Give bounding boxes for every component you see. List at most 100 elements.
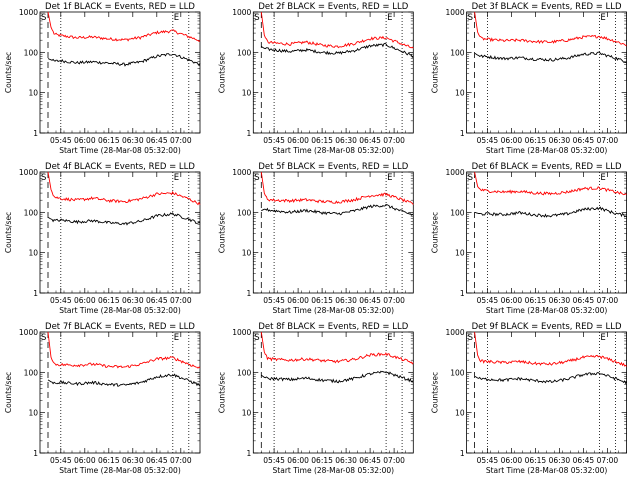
y-axis-label: Counts/sec <box>431 212 440 253</box>
end-marker: E <box>174 173 179 183</box>
detector-panel: Det 9f BLACK = Events, RED = LLD 1 10 100 10… <box>431 322 628 475</box>
x-tick-label: 06:00 <box>287 296 309 305</box>
x-tick-label: 06:45 <box>573 296 595 305</box>
x-tick-label: 06:30 <box>549 136 571 145</box>
y-tick-label: 1000 <box>446 168 465 177</box>
lld-series-line <box>474 171 627 196</box>
lld-series-line <box>260 171 414 205</box>
x-tick-label: 06:00 <box>287 136 309 145</box>
panel-title: Det 9f BLACK = Events, RED = LLD <box>472 322 622 332</box>
y-tick-label: 10 <box>28 249 38 258</box>
x-tick-label: 06:45 <box>573 456 595 465</box>
x-tick-label: 05:45 <box>477 456 499 465</box>
x-tick-label: 05:45 <box>50 296 72 305</box>
start-marker: S <box>468 333 473 343</box>
y-axis-label: Counts/sec <box>4 212 13 253</box>
y-axis-label: Counts/sec <box>431 372 440 413</box>
y-tick-label: 1 <box>247 289 252 298</box>
x-tick-label: 06:00 <box>74 296 96 305</box>
x-tick-label: 05:45 <box>477 136 499 145</box>
lld-series-line <box>47 171 201 206</box>
x-tick-label: 06:15 <box>98 456 120 465</box>
x-tick-label: 06:45 <box>359 136 381 145</box>
end-marker: E <box>600 13 605 23</box>
y-axis-label: Counts/sec <box>217 52 226 93</box>
start-marker: S <box>468 173 473 183</box>
plot-frame <box>39 171 201 294</box>
x-tick-label: 05:45 <box>50 136 72 145</box>
x-axis-label: Start Time (28-Mar-08 05:32:00) <box>486 466 608 475</box>
x-tick-label: 06:15 <box>525 296 547 305</box>
events-series-line <box>261 370 414 384</box>
x-tick-label: 06:30 <box>122 296 144 305</box>
end-marker: E <box>174 333 179 343</box>
x-tick-label: 06:00 <box>74 456 96 465</box>
events-series-line <box>47 53 201 67</box>
panel-title: Det 8f BLACK = Events, RED = LLD <box>258 322 408 332</box>
y-tick-label: 1 <box>33 289 38 298</box>
x-tick-label: 07:00 <box>597 296 619 305</box>
detector-panel: Det 1f BLACK = Events, RED = LLD 1 10 100 10… <box>4 2 201 155</box>
y-tick-label: 1 <box>460 449 465 458</box>
y-tick-label: 1 <box>460 289 465 298</box>
detector-panel: Det 4f BLACK = Events, RED = LLD 1 10 100 10… <box>4 162 201 315</box>
y-axis-label: Counts/sec <box>4 372 13 413</box>
y-tick-label: 10 <box>242 89 252 98</box>
y-tick-label: 1000 <box>232 328 251 337</box>
plot-frame <box>252 171 414 294</box>
x-axis-label: Start Time (28-Mar-08 05:32:00) <box>59 306 181 315</box>
y-tick-label: 1000 <box>19 328 38 337</box>
x-tick-label: 06:30 <box>549 456 571 465</box>
start-marker: S <box>254 13 259 23</box>
y-tick-label: 10 <box>28 409 38 418</box>
y-tick-label: 100 <box>450 48 465 57</box>
y-tick-label: 1 <box>460 129 465 138</box>
x-tick-label: 05:45 <box>263 456 285 465</box>
events-series-line <box>474 206 627 218</box>
x-tick-label: 06:15 <box>525 456 547 465</box>
panel-title: Det 5f BLACK = Events, RED = LLD <box>258 162 408 172</box>
x-tick-label: 06:15 <box>311 456 333 465</box>
y-tick-label: 100 <box>24 208 39 217</box>
panel-title: Det 1f BLACK = Events, RED = LLD <box>45 2 195 12</box>
x-tick-label: 06:30 <box>335 456 357 465</box>
x-axis-label: Start Time (28-Mar-08 05:32:00) <box>486 306 608 315</box>
x-tick-label: 06:45 <box>146 456 168 465</box>
plot-frame <box>466 11 628 134</box>
x-tick-label: 05:45 <box>263 296 285 305</box>
y-tick-label: 1000 <box>19 8 38 17</box>
detector-panel: Det 6f BLACK = Events, RED = LLD 1 10 100 10… <box>431 162 628 315</box>
plot-frame <box>39 331 201 454</box>
y-tick-label: 100 <box>24 368 39 377</box>
end-marker: E <box>387 173 392 183</box>
plot-frame <box>466 331 628 454</box>
end-marker: E <box>387 13 392 23</box>
lld-series-line <box>260 11 414 49</box>
x-tick-label: 07:00 <box>383 456 405 465</box>
y-tick-label: 1000 <box>446 8 465 17</box>
panel-title: Det 3f BLACK = Events, RED = LLD <box>472 2 622 12</box>
x-tick-label: 06:45 <box>573 136 595 145</box>
events-series-line <box>261 42 414 58</box>
panel-title: Det 6f BLACK = Events, RED = LLD <box>472 162 622 172</box>
start-marker: S <box>41 173 46 183</box>
lld-series-line <box>474 331 627 367</box>
x-axis-label: Start Time (28-Mar-08 05:32:00) <box>59 146 181 155</box>
panel-title: Det 2f BLACK = Events, RED = LLD <box>258 2 408 12</box>
y-tick-label: 10 <box>242 249 252 258</box>
x-axis-label: Start Time (28-Mar-08 05:32:00) <box>486 146 608 155</box>
lld-series-line <box>47 11 201 43</box>
x-tick-label: 07:00 <box>597 136 619 145</box>
y-tick-label: 10 <box>455 409 465 418</box>
x-tick-label: 07:00 <box>383 296 405 305</box>
y-tick-label: 1000 <box>19 168 38 177</box>
x-tick-label: 07:00 <box>170 296 192 305</box>
x-tick-label: 06:00 <box>501 456 523 465</box>
x-tick-label: 06:00 <box>287 456 309 465</box>
start-marker: S <box>468 13 473 23</box>
x-tick-label: 05:45 <box>263 136 285 145</box>
lld-series-line <box>260 331 414 365</box>
y-tick-label: 100 <box>24 48 39 57</box>
